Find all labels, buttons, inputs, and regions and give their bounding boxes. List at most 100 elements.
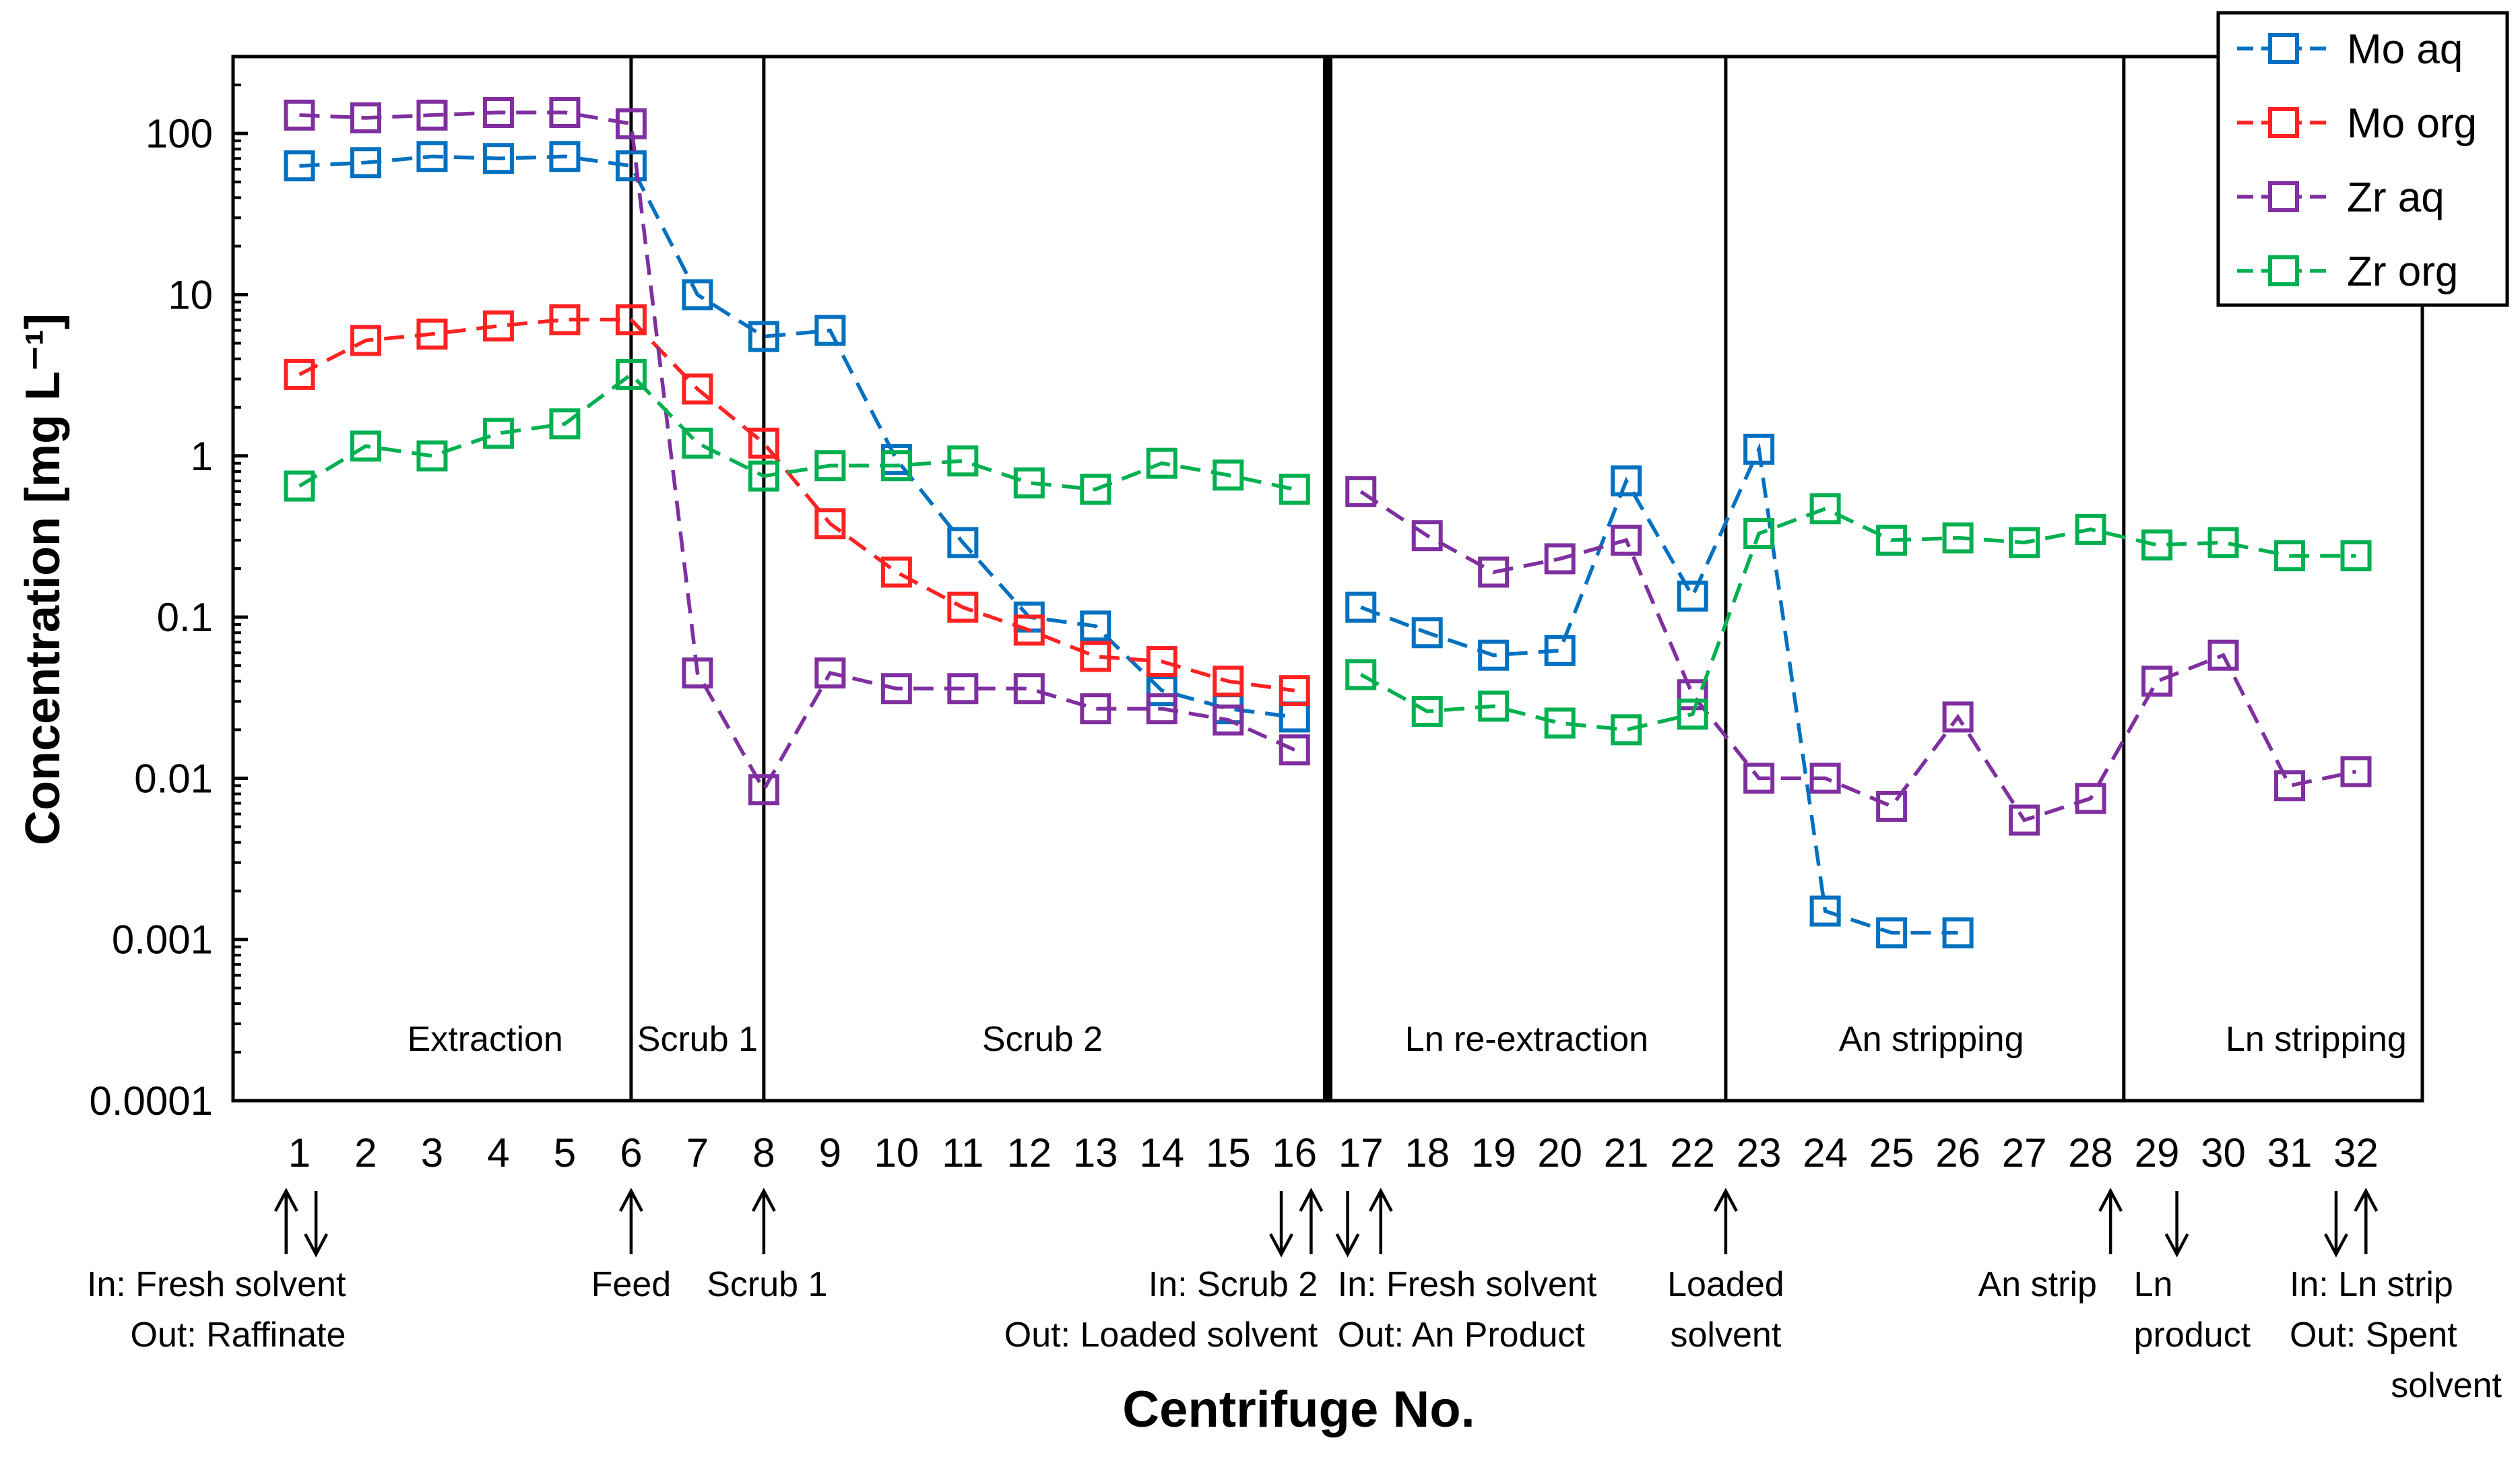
series-mo-aq (284, 141, 1974, 948)
data-point-marker (1345, 476, 1377, 507)
series-mo-org (284, 304, 1310, 707)
data-point-marker (1213, 459, 1244, 491)
data-point-marker (2207, 527, 2239, 558)
data-point-marker (947, 527, 979, 558)
legend-entry: Zr aq (2237, 174, 2445, 221)
series-line (1360, 443, 1958, 935)
legend-label: Mo org (2347, 100, 2477, 147)
x-tick-label: 31 (2267, 1130, 2313, 1175)
arrow-up-icon (2354, 1188, 2379, 1254)
data-point-marker (1942, 522, 1974, 554)
arrow-down-icon (2323, 1191, 2348, 1258)
data-point-marker (416, 318, 448, 350)
data-point-marker (350, 430, 381, 462)
x-tick-label: 5 (554, 1130, 576, 1175)
data-point-marker (682, 373, 713, 405)
data-point-marker (2141, 529, 2173, 561)
data-point-marker (1611, 714, 1642, 746)
data-point-marker (947, 673, 979, 705)
arrow-down-icon (1335, 1191, 1360, 1258)
section-label: Extraction (408, 1020, 563, 1059)
data-point-marker (748, 460, 779, 492)
x-tick-label: 21 (1604, 1130, 1649, 1175)
annotation-line: Out: Spent (2290, 1316, 2457, 1355)
data-point-marker (284, 470, 315, 502)
data-point-marker (549, 141, 581, 172)
data-point-marker (880, 556, 912, 588)
annotation-line: In: Fresh solvent (87, 1265, 346, 1304)
data-point-marker (2207, 639, 2239, 671)
data-point-marker (615, 150, 647, 182)
section-dividers (629, 57, 2126, 1101)
data-point-marker (1279, 474, 1310, 505)
data-point-marker (2274, 540, 2306, 572)
flow-annotation: In: Ln strip Out: Spent solvent (2290, 1265, 2502, 1405)
x-tick-label: 20 (1537, 1130, 1582, 1175)
data-point-marker (2141, 666, 2173, 697)
legend-box (2216, 11, 2509, 307)
legend-entry: Mo org (2237, 100, 2477, 147)
x-tick-label: 14 (1139, 1130, 1184, 1175)
arrow-up-icon (1713, 1188, 1738, 1254)
series-line (298, 317, 1295, 692)
x-tick-label: 9 (819, 1130, 841, 1175)
flow-annotation: Feed (591, 1265, 672, 1304)
data-point-marker (1080, 641, 1111, 672)
data-point-marker (1080, 693, 1111, 725)
data-point-marker (549, 408, 581, 440)
legend-marker-swatch (2268, 255, 2299, 286)
data-point-marker (1478, 556, 1510, 588)
legend-marker-swatch (2268, 107, 2299, 138)
data-point-marker (1544, 707, 1576, 739)
x-tick-label: 11 (942, 1130, 983, 1175)
x-tick-label: 22 (1670, 1130, 1715, 1175)
data-point-marker (1611, 465, 1642, 496)
data-point-marker (2075, 783, 2106, 814)
data-point-marker (1809, 493, 1841, 525)
data-point-marker (814, 450, 846, 482)
annotation-line: Loaded (1667, 1265, 1784, 1304)
y-tick-label: 1 (191, 434, 213, 479)
y-axis: 100 10 1 0.1 0.01 0.001 0.0001 (89, 55, 248, 1124)
annotation-line: solvent (2391, 1366, 2502, 1405)
y-tick-label: 0.01 (134, 756, 213, 801)
data-point-marker (1146, 646, 1177, 678)
data-point-marker (1677, 679, 1708, 711)
data-point-marker (682, 657, 713, 689)
arrow-up-icon (1368, 1188, 1393, 1254)
data-point-marker (1411, 617, 1443, 649)
section-label: Scrub 1 (637, 1020, 758, 1059)
x-tick-label: 8 (752, 1130, 775, 1175)
data-point-marker (482, 143, 514, 174)
arrow-down-icon (1269, 1191, 1294, 1258)
legend: Mo aq Mo org Zr aq Zr org (2216, 11, 2509, 307)
legend-label: Mo aq (2347, 26, 2463, 73)
data-point-marker (814, 315, 846, 346)
x-tick-label: 17 (1338, 1130, 1384, 1175)
x-tick-label: 30 (2201, 1130, 2246, 1175)
data-point-marker (682, 279, 713, 311)
legend-entry: Mo aq (2237, 26, 2463, 73)
y-tick-label: 0.001 (112, 917, 213, 963)
flow-annotation: In: Scrub 2 Out: Loaded solvent (1004, 1265, 1318, 1355)
data-point-marker (1544, 635, 1576, 666)
x-tick-label: 32 (2333, 1130, 2379, 1175)
annotation-line: In: Ln strip (2290, 1265, 2453, 1304)
data-point-marker (2009, 804, 2040, 836)
x-tick-label: 12 (1006, 1130, 1052, 1175)
data-point-marker (2274, 770, 2306, 802)
data-point-marker (1743, 518, 1775, 550)
data-point-marker (1013, 673, 1045, 705)
annotation-line: Out: Loaded solvent (1004, 1316, 1318, 1355)
annotation-line: In: Fresh solvent (1338, 1265, 1597, 1304)
data-point-marker (482, 418, 514, 449)
arrow-up-icon (2098, 1188, 2123, 1254)
annotation-line: Out: Raffinate (131, 1316, 346, 1355)
data-point-marker (1677, 580, 1708, 612)
x-tick-label: 6 (620, 1130, 642, 1175)
data-point-marker (1478, 639, 1510, 671)
data-point-marker (1677, 699, 1708, 730)
flow-annotations: In: Fresh solvent Out: Raffinate Feed Scrub… (87, 1265, 2502, 1405)
data-point-marker (1013, 467, 1045, 498)
